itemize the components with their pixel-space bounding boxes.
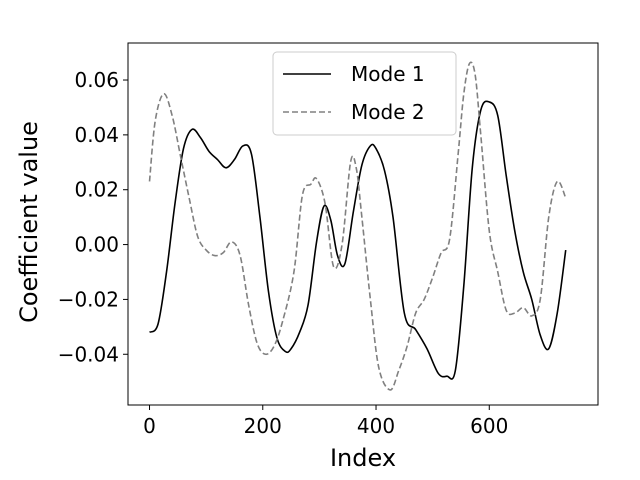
x-tick-label: 400 [357, 414, 395, 438]
legend-label-mode-2: Mode 2 [351, 100, 425, 124]
series-line-mode-2 [148, 61, 567, 391]
legend: Mode 1 Mode 2 [272, 51, 457, 136]
x-axis: 0 200 400 600 [143, 405, 508, 438]
x-tick-label: 600 [470, 414, 508, 438]
y-tick-label: −0.02 [58, 287, 119, 311]
series-line-mode-1 [148, 100, 567, 380]
y-tick-label: 0.06 [74, 68, 119, 92]
y-axis-label: Coefficient value [15, 121, 43, 323]
y-axis: −0.04 −0.02 0.00 0.02 0.04 0.06 [58, 68, 128, 366]
plot-frame [127, 42, 599, 406]
x-tick-label: 200 [244, 414, 282, 438]
y-tick-label: 0.00 [74, 233, 119, 257]
x-axis-label: Index [330, 444, 396, 472]
y-tick-label: 0.02 [74, 178, 119, 202]
legend-box [272, 51, 457, 136]
y-tick-label: 0.04 [74, 123, 119, 147]
series-layer [148, 61, 567, 391]
x-tick-label: 0 [143, 414, 156, 438]
legend-label-mode-1: Mode 1 [351, 62, 425, 86]
y-tick-label: −0.04 [58, 342, 119, 366]
